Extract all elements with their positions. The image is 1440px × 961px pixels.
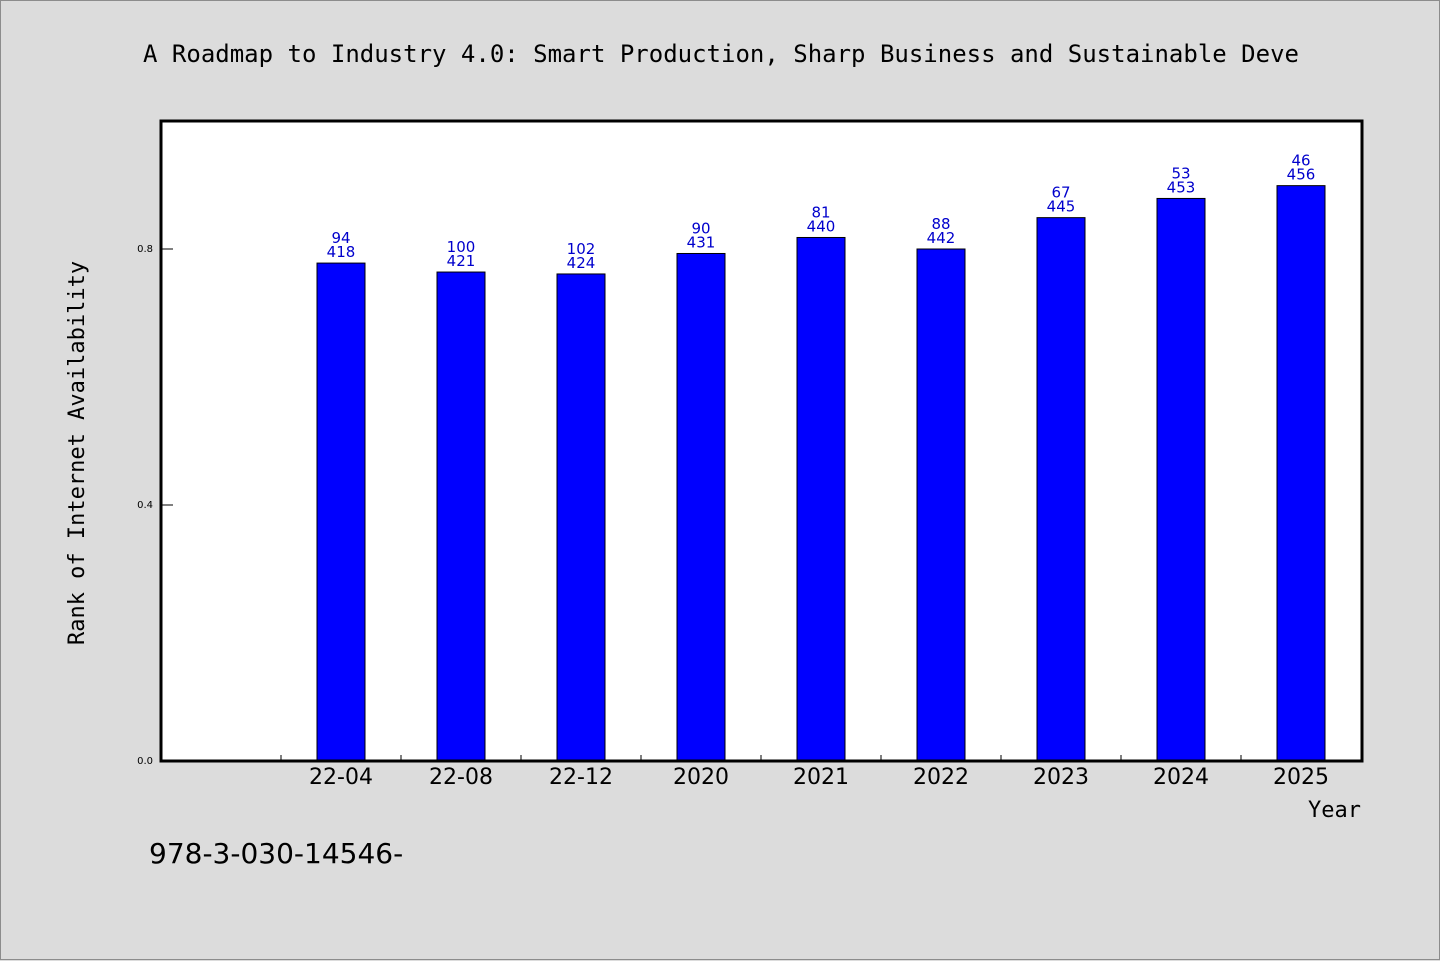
bar-label-top: 81 [811, 203, 830, 221]
y-axis-title: Rank of Internet Availability [65, 261, 90, 645]
bar-2022 [916, 248, 966, 762]
bar-2025 [1276, 185, 1326, 762]
bar-label-top: 94 [331, 229, 350, 247]
x-tick-label: 2023 [1033, 765, 1089, 790]
bar-label-bottom: 445 [1047, 198, 1076, 216]
bar-2021 [796, 236, 846, 762]
y-tick-label: 0.0 [137, 756, 153, 767]
x-axis-ticks: 22-04 22-08 22-12 2020 2021 2022 2023 2024 2025 [280, 755, 1362, 790]
bar-label-bottom: 431 [687, 233, 716, 251]
y-tick-label: 0.8 [137, 244, 153, 255]
bar-label-bottom: 418 [327, 243, 356, 261]
x-tick-label: 2025 [1273, 765, 1329, 790]
x-tick-label: 22-08 [429, 765, 493, 790]
bar-label-bottom: 424 [567, 254, 596, 272]
x-tick-label: 2020 [673, 765, 729, 790]
x-tick-label: 2022 [913, 765, 969, 790]
bar-label-top: 90 [691, 219, 710, 237]
bar-22-12 [556, 273, 606, 762]
y-tick-label: 0.4 [137, 500, 153, 511]
bar-label-bottom: 421 [447, 252, 476, 270]
bar-label-top: 100 [447, 238, 476, 256]
bar-2020 [676, 252, 726, 762]
bar-label-bottom: 440 [807, 217, 836, 235]
bar-22-04 [316, 262, 366, 762]
bar-label-bottom: 453 [1167, 178, 1196, 196]
footer-code: 978-3-030-14546- [149, 837, 403, 870]
bar-2024 [1156, 197, 1206, 762]
bar-label-top: 88 [931, 215, 950, 233]
bar-label-top: 102 [567, 240, 596, 258]
bar-label-bottom: 442 [927, 229, 956, 247]
x-tick-label: 22-04 [309, 765, 373, 790]
plot-border [159, 119, 1364, 763]
x-axis-title: Year [1308, 798, 1361, 823]
x-tick-label: 2021 [793, 765, 849, 790]
bar-label-top: 67 [1051, 184, 1070, 202]
bar-label-top: 46 [1291, 152, 1310, 170]
bar-label-top: 53 [1171, 164, 1190, 182]
bar-label-bottom: 456 [1287, 166, 1316, 184]
x-tick-label: 2024 [1153, 765, 1209, 790]
chart-title: A Roadmap to Industry 4.0: Smart Product… [143, 40, 1299, 68]
bar-22-08 [436, 271, 486, 762]
bar-2023 [1036, 217, 1086, 762]
x-tick-label: 22-12 [549, 765, 613, 790]
